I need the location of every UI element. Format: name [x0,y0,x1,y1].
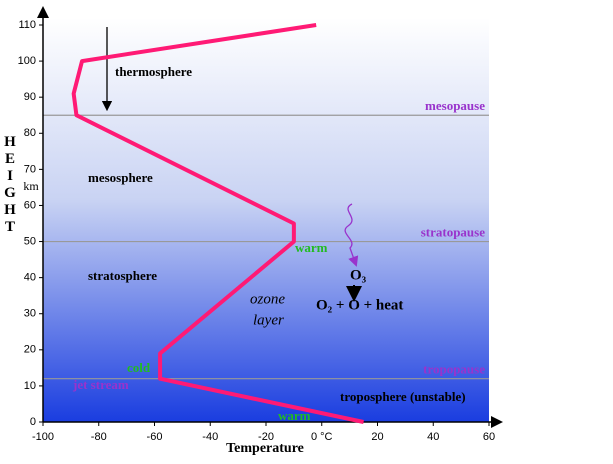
x-tick-label: 0 °C [311,431,333,443]
y-axis-title: HEIGHT [4,134,16,235]
annotation: ozone [250,291,285,307]
annotation: cold [127,360,151,375]
annotation: O₃ [350,267,367,283]
y-tick-label: 100 [18,55,36,67]
y-tick-label: 80 [24,127,36,139]
annotation: layer [253,312,284,328]
x-tick-label: -60 [147,431,163,443]
x-tick-label: 20 [371,431,383,443]
y-tick-label: 110 [18,19,36,31]
y-tick-label: 70 [24,163,36,175]
boundary-label: stratopause [421,225,486,240]
annotation: stratosphere [88,268,157,283]
x-axis-title: Temperature [226,441,304,456]
y-tick-label: 30 [24,308,36,320]
annotation: troposphere (unstable) [340,389,466,404]
temperature-line [71,23,364,424]
x-tick-label: -20 [258,431,274,443]
annotation: warm [295,240,328,255]
boundary-label: mesopause [425,98,485,113]
y-tick-label: 50 [24,235,36,247]
x-tick-label: -100 [32,431,54,443]
annotation: thermosphere [115,64,192,79]
y-tick-label: 10 [24,380,36,392]
y-tick-label: 0 [30,416,36,428]
annotation: O₂ + O + heat [316,297,403,313]
x-tick-label: 60 [483,431,495,443]
y-tick-label: 60 [24,199,36,211]
y-tick-label: 40 [24,272,36,284]
plot-background [43,18,489,422]
annotation: warm [278,408,311,423]
annotation: jet stream [72,377,129,392]
x-tick-label: -80 [91,431,107,443]
y-tick-label: 20 [24,344,36,356]
annotation: mesosphere [88,170,153,185]
x-tick-label: -40 [202,431,218,443]
sunlight-arrow [344,203,359,267]
y-tick-label: 90 [24,91,36,103]
boundary-label: tropopause [423,362,485,377]
y-axis-unit: km [23,179,39,193]
x-tick-label: 40 [427,431,439,443]
